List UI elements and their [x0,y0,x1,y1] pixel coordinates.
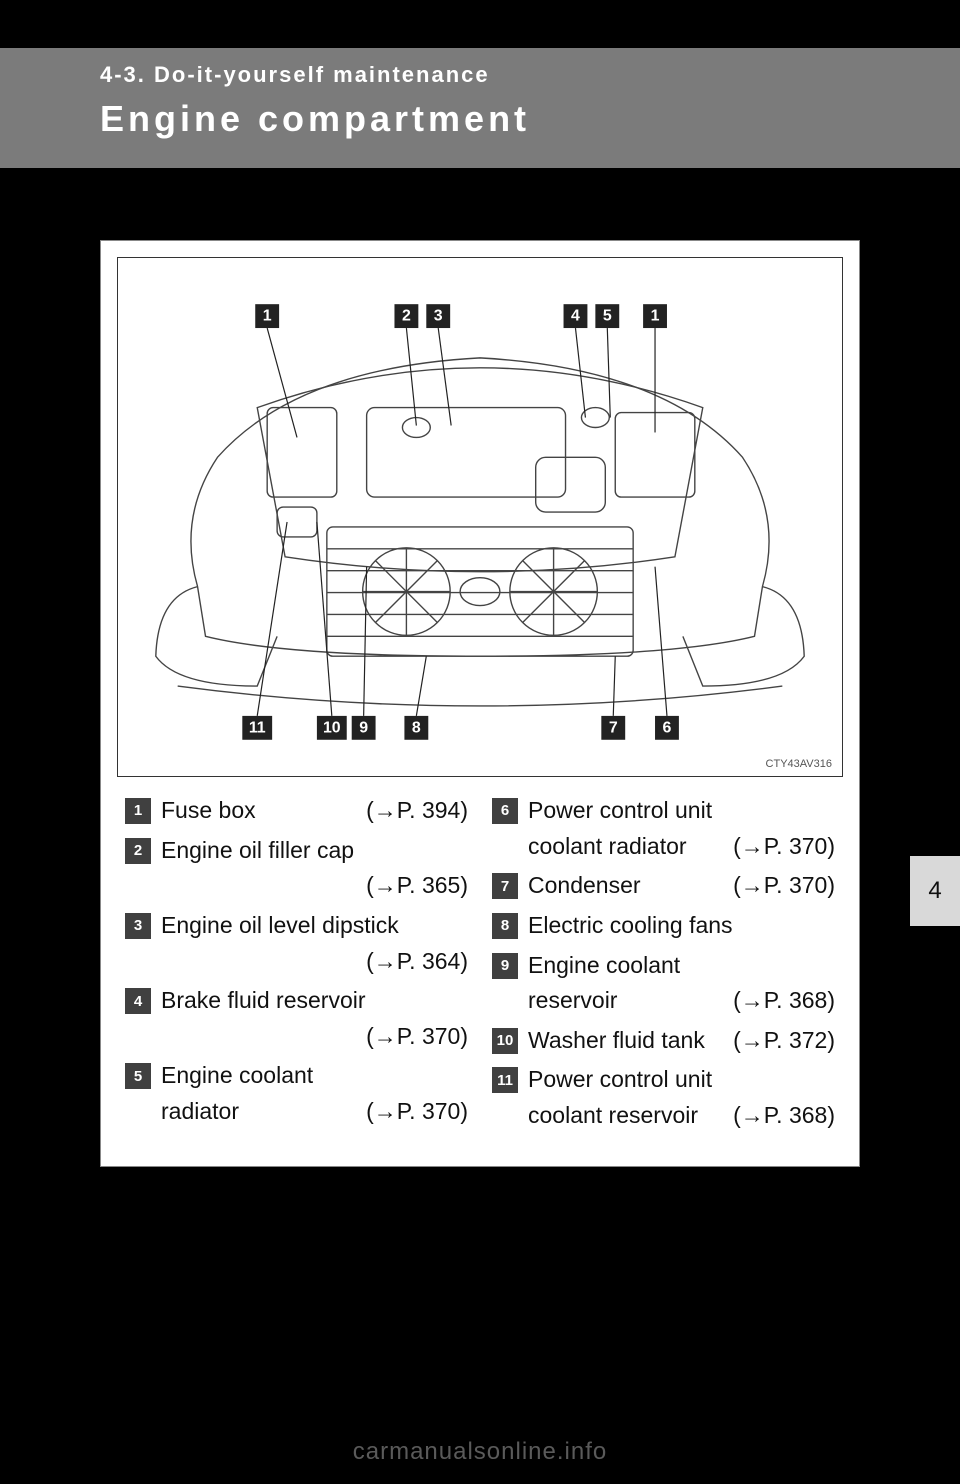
svg-text:1: 1 [651,308,660,325]
engine-svg: 1 2 3 4 5 1 11 10 9 8 7 6 [118,258,842,776]
legend-item-number: 3 [125,913,151,939]
svg-text:11: 11 [249,719,266,736]
legend-item: 4 Brake fluid reservoir(P. 370) [125,983,468,1054]
legend-item-number: 5 [125,1063,151,1089]
legend-item-label: radiator [161,1094,239,1130]
legend-item-ref: (P. 394) [360,793,468,829]
page-title: Engine compartment [100,98,960,140]
svg-text:10: 10 [323,719,341,736]
header-band: 4-3. Do-it-yourself maintenance Engine c… [0,48,960,168]
chapter-tab-number: 4 [928,877,941,905]
legend-item-body: Engine oil filler cap(P. 365) [161,833,468,904]
legend-item-label: Power control unit [528,793,712,829]
legend-item-body: Engine oil level dipstick(P. 364) [161,908,468,979]
legend-item-body: Condenser (P. 370) [528,868,835,904]
legend-item-ref: (P. 364) [360,944,468,980]
legend-item: 8 Electric cooling fans [492,908,835,944]
legend-item-number: 10 [492,1028,518,1054]
legend-item-label: Electric cooling fans [528,908,733,944]
legend-item-label: Power control unit [528,1062,712,1098]
legend-item-ref: (P. 370) [360,1019,468,1055]
legend-item-number: 7 [492,873,518,899]
legend-item-label: coolant reservoir [528,1098,698,1134]
legend-item-body: Washer fluid tank (P. 372) [528,1023,835,1059]
legend-item: 2 Engine oil filler cap(P. 365) [125,833,468,904]
svg-text:7: 7 [609,719,618,736]
legend-item: 7 Condenser (P. 370) [492,868,835,904]
svg-text:2: 2 [402,308,411,325]
legend-columns: 1Fuse box(P. 394)2Engine oil filler cap(… [101,793,859,1166]
legend-item-ref: (P. 365) [360,868,468,904]
legend-item: 1 Fuse box (P. 394) [125,793,468,829]
legend-item-number: 1 [125,798,151,824]
legend-item-label: Engine coolant [161,1058,313,1094]
legend-item-body: Fuse box (P. 394) [161,793,468,829]
legend-item-label: Washer fluid tank [528,1023,705,1059]
legend-item: 5 Engine coolantradiator (P. 370) [125,1058,468,1129]
legend-item: 9 Engine coolantreservoir (P. 368) [492,948,835,1019]
legend-item-number: 8 [492,913,518,939]
legend-left-column: 1Fuse box(P. 394)2Engine oil filler cap(… [125,793,468,1138]
svg-text:9: 9 [359,719,368,736]
legend-item-body: Engine coolantradiator (P. 370) [161,1058,468,1129]
legend-item-number: 6 [492,798,518,824]
legend-item-body: Power control unitcoolant radiator (P. 37… [528,793,835,864]
svg-text:6: 6 [663,719,672,736]
diagram-code: CTY43AV316 [766,758,832,770]
legend-item-number: 11 [492,1067,518,1093]
svg-text:4: 4 [571,308,580,325]
legend-item-number: 2 [125,838,151,864]
legend-item-label: Fuse box [161,793,256,829]
legend-item-label: Engine coolant [528,948,680,984]
legend-item-ref: (P. 372) [727,1023,835,1059]
legend-item-label: Engine oil filler cap [161,833,354,869]
content-box: 1 2 3 4 5 1 11 10 9 8 7 6 CTY43AV316 1 Fuse box (P. … [100,240,860,1167]
legend-item-body: Power control unitcoolant reservoir (P. 3… [528,1062,835,1133]
legend-item-body: Electric cooling fans [528,908,835,944]
legend-item-body: Brake fluid reservoir(P. 370) [161,983,468,1054]
legend-item: 11 Power control unitcoolant reservoir (P.… [492,1062,835,1133]
svg-text:8: 8 [412,719,421,736]
legend-right-column: 6Power control unitcoolant radiator(P. 3… [492,793,835,1138]
legend-item-label: coolant radiator [528,829,687,865]
legend-item-number: 9 [492,953,518,979]
manual-page: 4-3. Do-it-yourself maintenance Engine c… [0,0,960,1484]
svg-text:1: 1 [263,308,272,325]
svg-text:5: 5 [603,308,612,325]
legend-item: 3 Engine oil level dipstick(P. 364) [125,908,468,979]
legend-item-ref: (P. 370) [727,868,835,904]
legend-item-ref: (P. 368) [727,983,835,1019]
legend-item-number: 4 [125,988,151,1014]
legend-item-label: reservoir [528,983,617,1019]
legend-item: 6 Power control unitcoolant radiator (P. 3… [492,793,835,864]
legend-item: 10 Washer fluid tank (P. 372) [492,1023,835,1059]
legend-item-ref: (P. 368) [727,1098,835,1134]
chapter-tab: 4 [910,856,960,926]
legend-item-label: Condenser [528,868,641,904]
engine-diagram: 1 2 3 4 5 1 11 10 9 8 7 6 CTY43AV316 [117,257,843,777]
section-label: 4-3. Do-it-yourself maintenance [100,62,960,88]
legend-item-body: Engine coolantreservoir (P. 368) [528,948,835,1019]
legend-item-ref: (P. 370) [727,829,835,865]
svg-text:3: 3 [434,308,443,325]
legend-item-label: Engine oil level dipstick [161,908,399,944]
watermark: carmanualsonline.info [0,1438,960,1466]
legend-item-label: Brake fluid reservoir [161,983,366,1019]
legend-item-ref: (P. 370) [360,1094,468,1130]
